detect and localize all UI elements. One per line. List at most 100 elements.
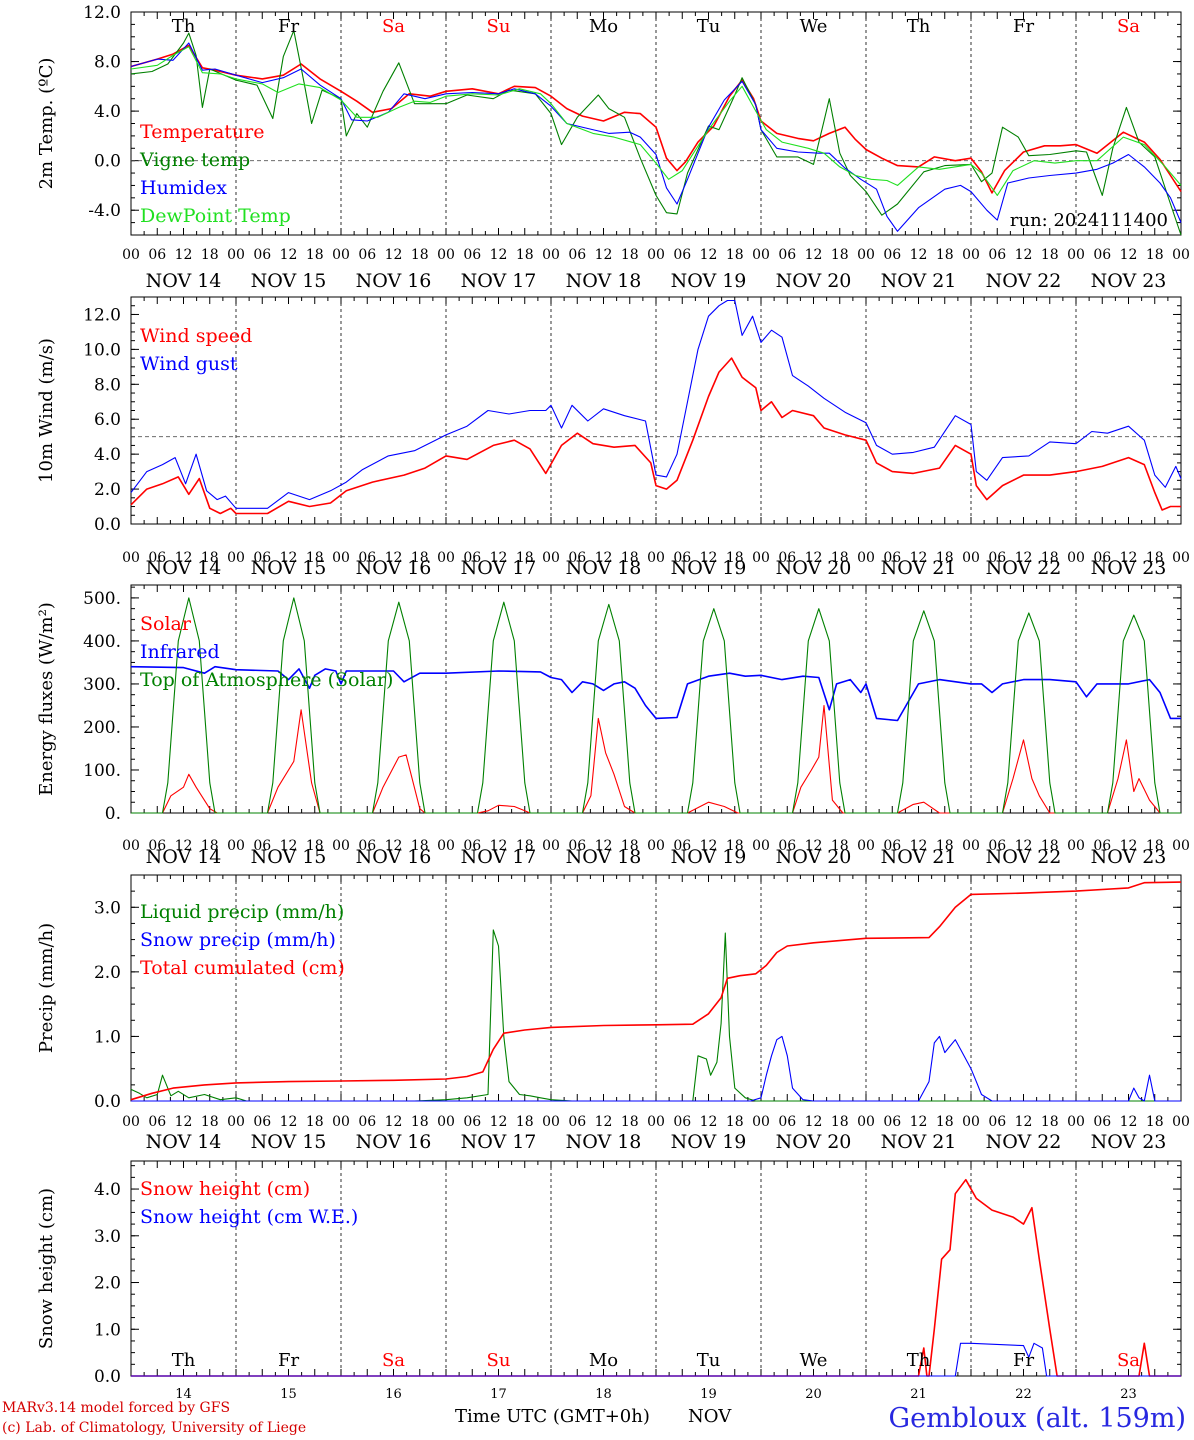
weekday-label: We: [800, 1350, 828, 1371]
hour-tick-label: 00: [962, 1114, 980, 1130]
y-tick-label: 300.: [83, 675, 121, 695]
hour-tick-label: 12: [700, 1114, 718, 1130]
hour-tick-label: 18: [306, 1114, 324, 1130]
panel-3: 500. 400. 300. 200. 100. 0. Energy fluxes (W/m…: [36, 584, 1190, 868]
panel-4: 3.0 2.0 1.0 0.0 Precip (mm/h) Liquid precip (…: [36, 874, 1190, 1153]
hour-tick-label: 06: [463, 550, 481, 566]
hour-tick-label: 00: [1067, 838, 1085, 854]
hour-tick-label: 00: [1172, 838, 1190, 854]
hour-tick-label: 06: [778, 838, 796, 854]
date-label: NOV 17: [461, 557, 537, 579]
hour-tick-label: 00: [647, 838, 665, 854]
y-tick-label: 1.0: [94, 1320, 121, 1340]
series-line: [130, 665, 1181, 722]
series-line: [131, 704, 1181, 814]
y-tick-label: 500.: [83, 589, 121, 609]
hour-tick-label: 06: [988, 838, 1006, 854]
hour-tick-label: 06: [778, 247, 796, 263]
hour-tick-label: 18: [201, 1114, 219, 1130]
day-number-label: 23: [1120, 1387, 1137, 1402]
hour-tick-label: 12: [805, 247, 823, 263]
hour-tick-label: 06: [778, 1114, 796, 1130]
legend-entry: Vigne temp: [139, 149, 250, 171]
hour-tick-label: 00: [1067, 1114, 1085, 1130]
date-label: NOV 17: [461, 1131, 537, 1153]
hour-tick-label: 18: [831, 1114, 849, 1130]
hour-tick-label: 12: [1015, 838, 1033, 854]
y-tick-label: 12.0: [83, 305, 121, 325]
hour-tick-label: 00: [1067, 247, 1085, 263]
weekday-label: Mo: [589, 16, 618, 37]
credit-model: MARv3.14 model forced by GFS: [2, 1400, 231, 1416]
hour-tick-label: 06: [988, 247, 1006, 263]
hour-tick-label: 00: [227, 247, 245, 263]
hour-tick-label: 18: [621, 838, 639, 854]
hour-tick-label: 00: [332, 550, 350, 566]
hour-tick-label: 12: [805, 838, 823, 854]
series-line: [130, 46, 1182, 196]
hour-tick-label: 00: [1172, 247, 1190, 263]
hour-tick-label: 18: [411, 247, 429, 263]
date-label: NOV 14: [146, 846, 222, 868]
hour-tick-label: 12: [490, 247, 508, 263]
hour-tick-label: 18: [726, 247, 744, 263]
hour-tick-label: 18: [1041, 247, 1059, 263]
y-tick-label: 6.0: [94, 410, 121, 430]
day-number-label: 17: [490, 1387, 507, 1402]
run-label: run: 2024111400: [1010, 210, 1168, 231]
hour-tick-label: 06: [253, 550, 271, 566]
date-label: NOV 16: [356, 1131, 432, 1153]
hour-tick-label: 00: [1067, 550, 1085, 566]
date-label: NOV 17: [461, 846, 537, 868]
hour-tick-label: 00: [227, 1114, 245, 1130]
hour-tick-label: 18: [1146, 1114, 1164, 1130]
hour-tick-label: 06: [1093, 838, 1111, 854]
weekday-label: Sa: [382, 1350, 405, 1371]
date-label: NOV 20: [776, 557, 852, 579]
hour-tick-label: 00: [752, 247, 770, 263]
hour-tick-label: 00: [122, 838, 140, 854]
hour-tick-label: 00: [752, 838, 770, 854]
date-label: NOV 21: [881, 1131, 957, 1153]
y-tick-label: 2.0: [94, 480, 121, 500]
panel-2: 12.0 10.0 8.0 6.0 4.0 2.0 0.0 10m Wind (m/s) Win…: [36, 296, 1190, 579]
hour-tick-label: 06: [568, 838, 586, 854]
series-line: [130, 30, 1182, 236]
hour-tick-label: 12: [280, 1114, 298, 1130]
hour-tick-label: 00: [1172, 550, 1190, 566]
y-tick-label: 10.0: [83, 340, 121, 360]
legend-entry: Wind speed: [140, 325, 252, 347]
date-label: NOV 22: [986, 846, 1062, 868]
station-name: Gembloux (alt. 159m): [888, 1403, 1186, 1434]
date-label: NOV 17: [461, 270, 537, 292]
legend-entry: Snow height (cm): [140, 1178, 310, 1200]
y-tick-label: 0.0: [94, 515, 121, 535]
weekday-label: Th: [907, 1350, 931, 1371]
hour-tick-label: 18: [201, 550, 219, 566]
date-label: NOV 19: [671, 557, 747, 579]
date-label: NOV 14: [146, 557, 222, 579]
hour-tick-label: 12: [280, 838, 298, 854]
hour-tick-label: 12: [490, 1114, 508, 1130]
hour-tick-label: 06: [673, 247, 691, 263]
y-axis-label: Energy fluxes (W/m²): [36, 602, 57, 796]
hour-tick-label: 18: [306, 247, 324, 263]
hour-tick-label: 18: [1041, 1114, 1059, 1130]
hour-tick-label: 06: [358, 838, 376, 854]
legend-entry: Solar: [140, 613, 192, 635]
hour-tick-label: 06: [778, 550, 796, 566]
day-number-label: 16: [385, 1387, 402, 1402]
hour-tick-label: 18: [831, 247, 849, 263]
weekday-label: We: [800, 16, 828, 37]
legend-entry: Temperature: [140, 121, 264, 143]
hour-tick-label: 00: [437, 838, 455, 854]
hour-tick-label: 18: [726, 838, 744, 854]
hour-tick-label: 18: [306, 550, 324, 566]
date-label: NOV 22: [986, 270, 1062, 292]
hour-tick-label: 00: [647, 247, 665, 263]
hour-tick-label: 06: [463, 247, 481, 263]
hour-tick-label: 12: [385, 247, 403, 263]
date-label: NOV 16: [356, 846, 432, 868]
hour-tick-label: 06: [1093, 1114, 1111, 1130]
